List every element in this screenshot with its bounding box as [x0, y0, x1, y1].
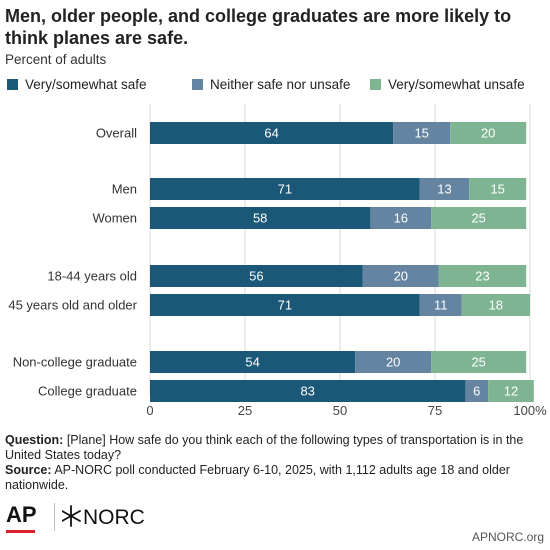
bar-segment	[419, 178, 470, 200]
data-label: 58	[253, 211, 267, 226]
category-label: College graduate	[38, 384, 137, 399]
data-label: 25	[471, 355, 485, 370]
category-label: Men	[112, 182, 137, 197]
bar-segment	[438, 265, 527, 287]
logo-divider	[54, 503, 55, 531]
question-text: [Plane] How safe do you think each of th…	[5, 433, 524, 462]
data-label: 6	[473, 384, 480, 399]
data-label: 23	[475, 269, 489, 284]
bar-segment	[370, 207, 432, 229]
ap-logo: AP	[6, 502, 36, 533]
data-label: 71	[278, 182, 292, 197]
source-label: Source:	[5, 463, 52, 477]
chart-subtitle: Percent of adults	[5, 52, 107, 67]
bar-segment	[450, 122, 527, 144]
category-label: Women	[92, 211, 137, 226]
stacked-bar-chart: 0 25 50 75 100% Overall 64 15 20 Men 71 13 15 Women 58…	[8, 104, 547, 418]
data-label: 83	[300, 384, 314, 399]
data-label: 15	[414, 126, 428, 141]
legend-label-neither: Neither safe nor unsafe	[210, 77, 351, 92]
data-label: 71	[278, 298, 292, 313]
bar-segment	[431, 207, 527, 229]
bar-segment	[469, 178, 527, 200]
bar-segment	[355, 351, 432, 373]
x-tick-label: 75	[428, 403, 442, 418]
bar-segment	[393, 122, 451, 144]
data-label: 20	[481, 126, 495, 141]
norc-logo-text: NORC	[83, 506, 145, 529]
bar-segment	[150, 380, 466, 402]
category-label: 45 years old and older	[8, 298, 137, 313]
bar-segment	[150, 351, 356, 373]
category-label: Non-college graduate	[13, 355, 137, 370]
category-label: 18-44 years old	[47, 269, 137, 284]
x-tick-label: 100%	[513, 403, 547, 418]
source-url: APNORC.org	[471, 530, 544, 544]
data-label: 25	[471, 211, 485, 226]
bar-segment	[419, 294, 462, 316]
chart-title: Men, older people, and college graduates…	[5, 6, 512, 48]
bar-segment	[431, 351, 527, 373]
category-label: Overall	[96, 126, 137, 141]
bar-segment	[488, 380, 534, 402]
ap-logo-text: AP	[6, 502, 36, 527]
data-label: 15	[490, 182, 504, 197]
legend-label-unsafe: Very/somewhat unsafe	[388, 77, 525, 92]
source-text: AP-NORC poll conducted February 6-10, 20…	[5, 463, 510, 492]
legend-swatch-unsafe	[370, 79, 381, 90]
bar-segment	[150, 294, 420, 316]
bar-segment	[150, 178, 420, 200]
data-label: 11	[434, 298, 448, 313]
data-label: 64	[264, 126, 278, 141]
bar-segment	[150, 207, 371, 229]
data-label: 12	[504, 384, 518, 399]
bar-segment	[461, 294, 530, 316]
data-label: 54	[245, 355, 259, 370]
bar-segment	[150, 122, 394, 144]
data-label: 16	[394, 211, 408, 226]
legend: Very/somewhat safe Neither safe nor unsa…	[7, 76, 547, 94]
norc-star-icon	[62, 505, 81, 527]
data-label: 20	[394, 269, 408, 284]
bar-segment	[465, 380, 489, 402]
data-label: 18	[489, 298, 503, 313]
legend-label-safe: Very/somewhat safe	[25, 77, 147, 92]
data-label: 13	[437, 182, 451, 197]
legend-swatch-safe	[7, 79, 18, 90]
x-tick-label: 50	[333, 403, 347, 418]
norc-logo: NORC	[62, 505, 145, 529]
footer-source: Source: AP-NORC poll conducted February …	[5, 463, 545, 493]
legend-swatch-neither	[192, 79, 203, 90]
bar-segment	[150, 265, 363, 287]
footer-question: Question: [Plane] How safe do you think …	[5, 433, 545, 463]
question-label: Question:	[5, 433, 64, 447]
x-tick-label: 0	[146, 403, 153, 418]
data-label: 20	[386, 355, 400, 370]
x-tick-label: 25	[238, 403, 252, 418]
data-label: 56	[249, 269, 263, 284]
bar-segment	[362, 265, 439, 287]
